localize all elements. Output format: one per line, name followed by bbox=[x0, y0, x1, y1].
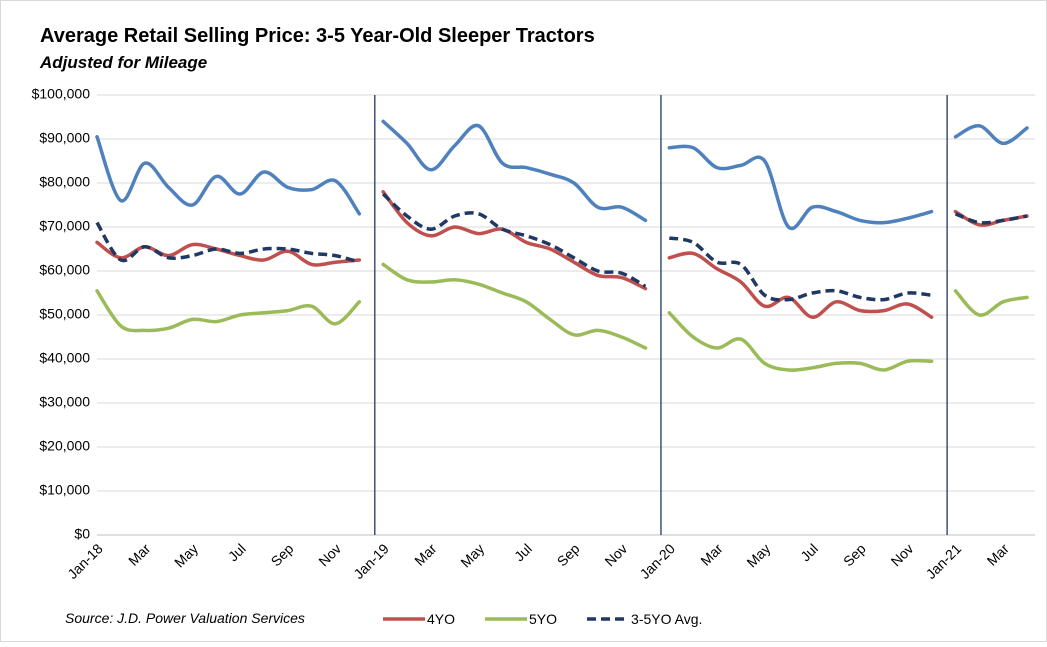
y-tick-label: $30,000 bbox=[39, 394, 90, 410]
series-line bbox=[668, 236, 932, 302]
y-tick-label: $20,000 bbox=[39, 438, 90, 454]
series-line bbox=[95, 221, 360, 264]
y-tick-label: $50,000 bbox=[39, 306, 90, 322]
legend-label: 5YO bbox=[529, 611, 557, 627]
series-line bbox=[95, 135, 362, 216]
series-line bbox=[667, 251, 934, 319]
y-tick-label: $90,000 bbox=[39, 130, 90, 146]
series-line bbox=[953, 289, 1029, 317]
series-line bbox=[954, 212, 1028, 225]
y-tick-label: $40,000 bbox=[39, 350, 90, 366]
series-line bbox=[381, 119, 648, 223]
series-line bbox=[381, 192, 647, 288]
series-line bbox=[381, 262, 648, 350]
legend-label: 3-5YO Avg. bbox=[631, 611, 702, 627]
y-tick-label: $80,000 bbox=[39, 174, 90, 190]
y-tick-label: $10,000 bbox=[39, 482, 90, 498]
y-tick-label: $100,000 bbox=[32, 86, 91, 102]
source-note: Source: J.D. Power Valuation Services bbox=[65, 610, 305, 626]
series-line bbox=[953, 124, 1029, 146]
y-tick-label: $0 bbox=[74, 526, 90, 542]
y-tick-label: $70,000 bbox=[39, 218, 90, 234]
legend-label: 4YO bbox=[427, 611, 455, 627]
series-line bbox=[95, 289, 362, 333]
series-line bbox=[381, 190, 648, 291]
chart-subtitle: Adjusted for Mileage bbox=[39, 53, 207, 72]
y-tick-label: $60,000 bbox=[39, 262, 90, 278]
chart-title: Average Retail Selling Price: 3-5 Year-O… bbox=[40, 25, 595, 47]
series-line bbox=[667, 311, 934, 372]
series-line bbox=[667, 144, 934, 231]
